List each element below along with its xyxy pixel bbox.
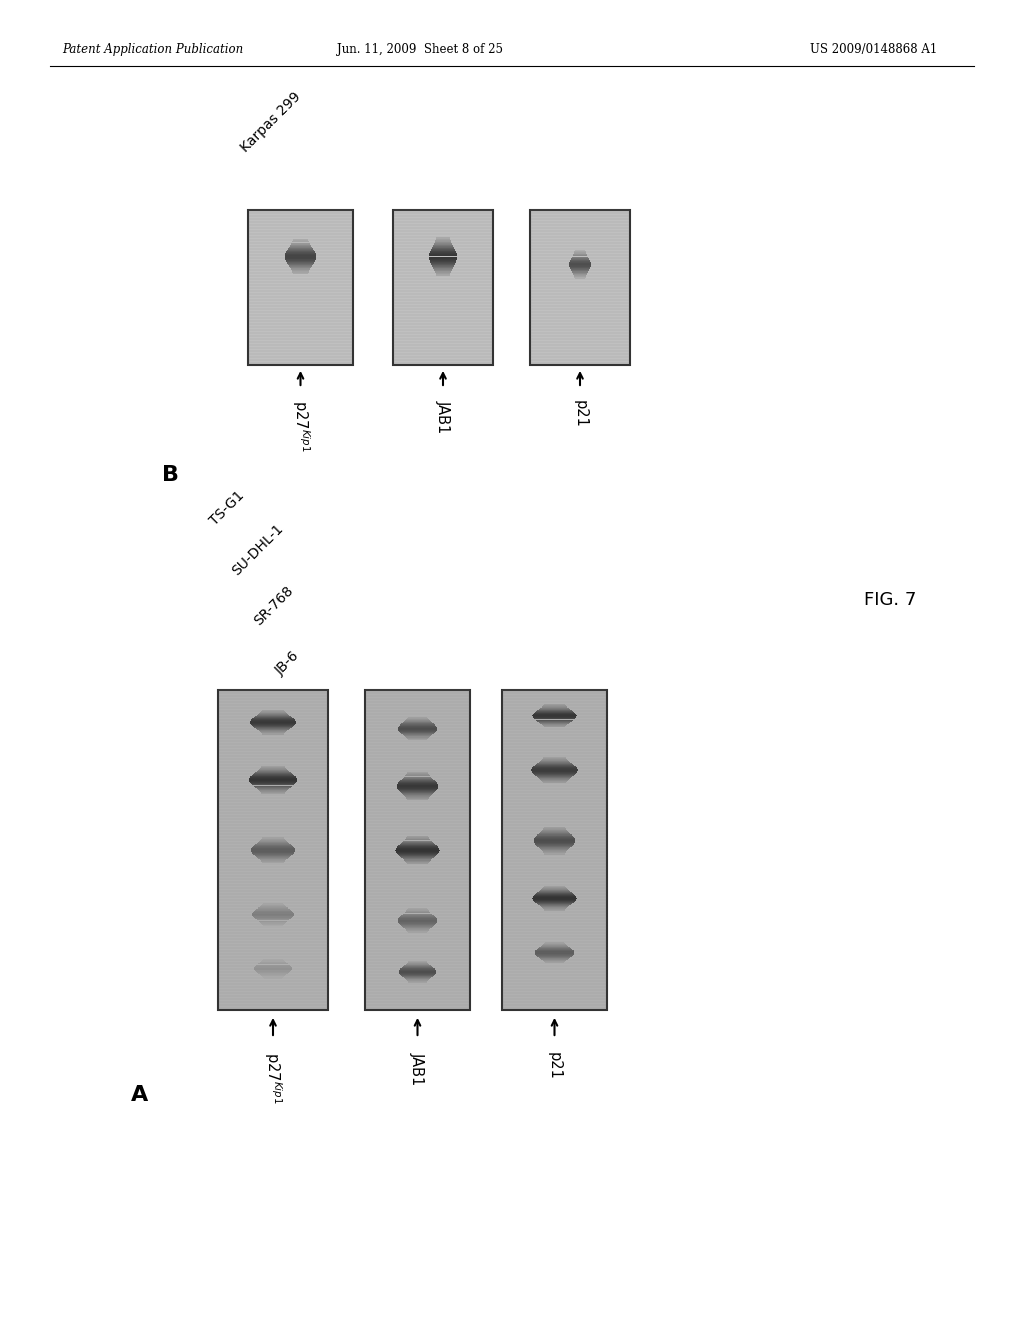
Text: SR-768: SR-768 xyxy=(251,583,296,628)
Bar xyxy=(248,210,353,366)
Text: TS-G1: TS-G1 xyxy=(207,488,247,528)
Bar xyxy=(218,690,328,1010)
Text: FIG. 7: FIG. 7 xyxy=(864,591,916,609)
Text: A: A xyxy=(131,1085,148,1105)
Bar xyxy=(502,690,607,1010)
Bar xyxy=(530,210,630,366)
Text: US 2009/0148868 A1: US 2009/0148868 A1 xyxy=(810,44,937,57)
Text: JAB1: JAB1 xyxy=(435,400,451,433)
Text: Jun. 11, 2009  Sheet 8 of 25: Jun. 11, 2009 Sheet 8 of 25 xyxy=(337,44,503,57)
Text: JAB1: JAB1 xyxy=(410,1052,425,1085)
Text: p21: p21 xyxy=(572,400,588,428)
Bar xyxy=(393,210,493,366)
Text: JB-6: JB-6 xyxy=(273,648,302,678)
Text: Patent Application Publication: Patent Application Publication xyxy=(62,44,244,57)
Text: p27$^{Kip1}$: p27$^{Kip1}$ xyxy=(290,400,311,451)
Bar xyxy=(365,690,470,1010)
Text: p27$^{Kip1}$: p27$^{Kip1}$ xyxy=(262,1052,284,1104)
Text: SU-DHL-1: SU-DHL-1 xyxy=(229,521,286,578)
Text: B: B xyxy=(162,465,178,484)
Text: p21: p21 xyxy=(547,1052,562,1080)
Text: Karpas 299: Karpas 299 xyxy=(238,90,303,154)
